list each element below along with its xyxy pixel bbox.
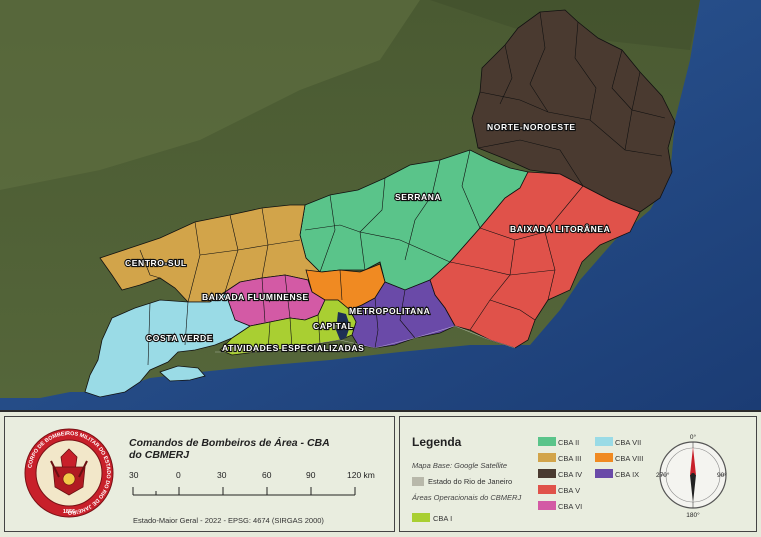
legend-swatch-cba-v xyxy=(538,485,556,494)
compass-label-w: 270° xyxy=(656,471,670,479)
compass-label-n: 0° xyxy=(690,433,697,441)
legend-label-state: Estado do Rio de Janeiro xyxy=(428,477,513,486)
cbmerj-seal-emblem: CORPO DE BOMBEIROS MILITAR DO ESTADO DO … xyxy=(24,428,114,518)
legend-label-cba-vii: CBA VII xyxy=(615,438,642,447)
map-canvas: NORTE-NOROESTE SERRANA BAIXADA LITORÂNEA… xyxy=(0,0,761,410)
legend-label-cba-iv: CBA IV xyxy=(558,470,583,479)
ilha-grande xyxy=(159,365,206,382)
map-title: Comandos de Bombeiros de Área - CBA do C… xyxy=(129,437,330,461)
legend-title: Legenda xyxy=(412,435,462,449)
cba-ii-borders xyxy=(304,149,481,273)
cba-v-borders xyxy=(449,185,584,331)
legend-swatch-cba-ii xyxy=(538,437,556,446)
scale-bar-ticks xyxy=(132,487,356,496)
seal-year: 1856 xyxy=(63,509,75,515)
legend-swatch-cba-vi xyxy=(538,501,556,510)
label-capital: CAPITAL xyxy=(313,321,353,331)
legend-swatch-cba-viii xyxy=(595,453,613,462)
compass-label-e: 90° xyxy=(717,471,727,479)
legend-label-cba-iii: CBA III xyxy=(558,454,582,463)
map-credits: Estado-Maior Geral - 2022 - EPSG: 4674 (… xyxy=(133,516,324,525)
cba-iv-borders xyxy=(477,11,666,187)
map-title-line1: Comandos de Bombeiros de Área - CBA xyxy=(129,437,330,449)
legend-swatch-cba-iv xyxy=(538,469,556,478)
legend-swatch-cba-vii xyxy=(595,437,613,446)
legend-swatch-state xyxy=(412,477,424,486)
region-cba-iv xyxy=(471,9,676,213)
cba-iii-borders xyxy=(139,207,301,303)
region-cba-i xyxy=(219,299,357,356)
scale-label-1: 30 xyxy=(129,470,139,480)
legend-swatch-cba-ix xyxy=(595,469,613,478)
label-centro-sul: CENTRO-SUL xyxy=(125,258,187,268)
legend-basemap: Mapa Base: Google Satellite xyxy=(412,461,508,470)
label-atividades-especializadas: ATIVIDADES ESPECIALIZADAS xyxy=(222,343,364,353)
label-norte-noroeste: NORTE-NOROESTE xyxy=(487,122,576,132)
legend-areas-heading: Áreas Operacionais do CBMERJ xyxy=(412,493,522,502)
legend-label-cba-i: CBA I xyxy=(433,514,453,523)
map-footer-panel: CORPO DE BOMBEIROS MILITAR DO ESTADO DO … xyxy=(0,410,761,537)
label-costa-verde: COSTA VERDE xyxy=(146,333,213,343)
compass-rose: 0° 180° 270° 90° xyxy=(656,433,727,519)
region-cba-vii xyxy=(84,291,251,398)
label-baixada-fluminense: BAIXADA FLUMINENSE xyxy=(202,292,309,302)
title-block: CORPO DE BOMBEIROS MILITAR DO ESTADO DO … xyxy=(4,416,395,532)
scale-label-6: 120 km xyxy=(347,470,375,480)
scale-label-4: 60 xyxy=(262,470,272,480)
compass-needle-north xyxy=(690,447,696,475)
label-metropolitana: METROPOLITANA xyxy=(349,306,430,316)
legend-swatch-cba-iii xyxy=(538,453,556,462)
scale-label-5: 90 xyxy=(306,470,316,480)
legend-label-cba-ix: CBA IX xyxy=(615,470,640,479)
scale-label-3: 30 xyxy=(217,470,227,480)
legend-label-cba-ii: CBA II xyxy=(558,438,580,447)
legend-swatch-cba-i xyxy=(412,513,430,522)
compass-needle-south xyxy=(690,475,696,503)
legend-label-cba-viii: CBA VIII xyxy=(615,454,644,463)
compass-label-s: 180° xyxy=(686,511,700,519)
legend-label-cba-vi: CBA VI xyxy=(558,502,583,511)
legend-label-cba-v: CBA V xyxy=(558,486,581,495)
map-title-line2: do CBMERJ xyxy=(129,449,190,461)
label-baixada-litoranea: BAIXADA LITORÂNEA xyxy=(510,223,610,234)
guanabara-bay xyxy=(336,312,350,340)
legend-box: Legenda Mapa Base: Google Satellite Esta… xyxy=(399,416,757,532)
label-serrana: SERRANA xyxy=(395,192,441,202)
scale-label-2: 0 xyxy=(176,470,181,480)
map-view[interactable]: NORTE-NOROESTE SERRANA BAIXADA LITORÂNEA… xyxy=(0,0,761,410)
